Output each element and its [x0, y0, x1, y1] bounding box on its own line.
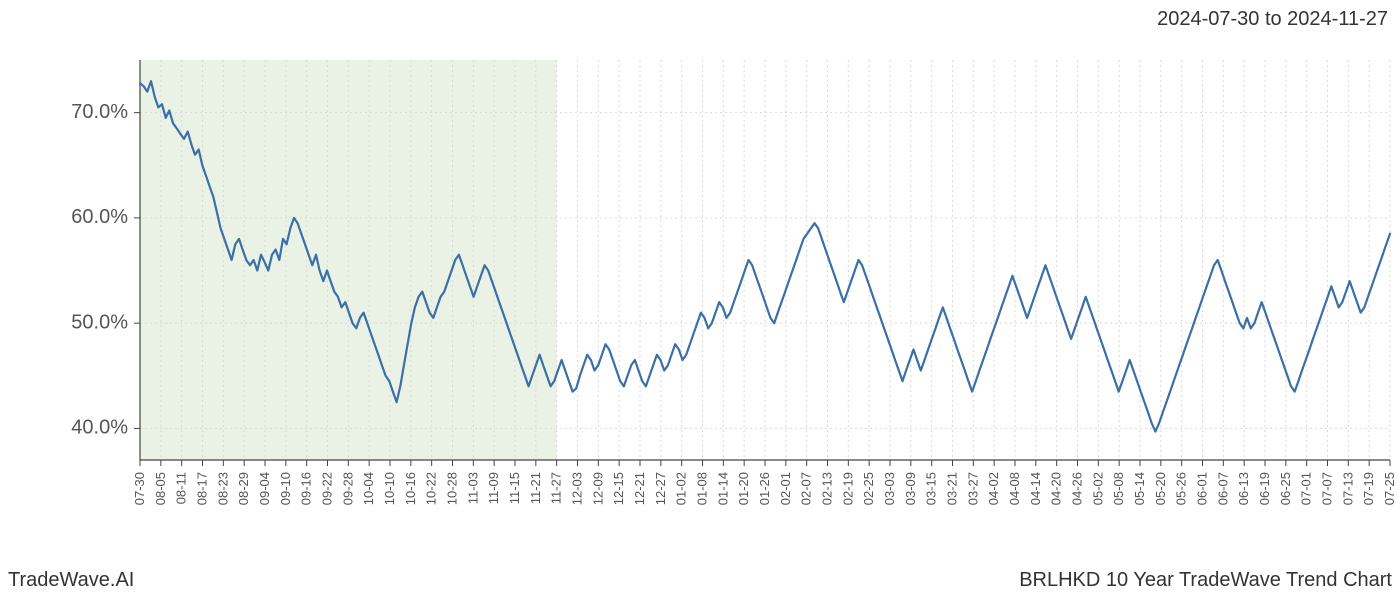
x-tick-label: 03-15: [924, 472, 939, 505]
x-tick-label: 03-09: [903, 472, 918, 505]
x-tick-label: 10-10: [382, 472, 397, 505]
x-tick-label: 06-13: [1236, 472, 1251, 505]
x-tick-label: 04-26: [1070, 472, 1085, 505]
x-tick-label: 08-29: [236, 472, 251, 505]
x-tick-label: 05-20: [1153, 472, 1168, 505]
x-tick-label: 08-17: [195, 472, 210, 505]
date-range-title: 2024-07-30 to 2024-11-27: [1157, 8, 1388, 31]
x-tick-label: 12-09: [590, 472, 605, 505]
x-tick-label: 08-23: [215, 472, 230, 505]
x-tick-label: 08-11: [174, 472, 189, 504]
y-tick-label: 40.0%: [71, 417, 128, 439]
x-tick-label: 04-14: [1028, 472, 1043, 505]
x-tick-label: 06-25: [1278, 472, 1293, 505]
x-tick-label: 10-04: [361, 472, 376, 505]
x-tick-label: 12-21: [632, 472, 647, 505]
y-tick-label: 70.0%: [71, 101, 128, 123]
x-tick-label: 03-27: [965, 472, 980, 505]
x-tick-label: 01-02: [674, 472, 689, 505]
footer-brand: TradeWave.AI: [8, 569, 134, 592]
x-tick-label: 08-05: [153, 472, 168, 505]
x-tick-label: 07-07: [1320, 472, 1335, 505]
x-tick-label: 10-16: [403, 472, 418, 505]
x-tick-label: 05-26: [1174, 472, 1189, 505]
x-tick-label: 01-14: [715, 472, 730, 505]
trend-chart: 40.0% 50.0% 60.0% 70.0% 07-30 08-05 08-11 08-17…: [0, 40, 1400, 550]
chart-svg: 40.0% 50.0% 60.0% 70.0% 07-30 08-05 08-11 08-17…: [0, 40, 1400, 550]
x-tick-label: 05-08: [1111, 472, 1126, 505]
x-tick-label: 12-27: [653, 472, 668, 505]
x-tick-label: 12-15: [611, 472, 626, 505]
y-tick-label: 60.0%: [71, 206, 128, 228]
x-tick-label: 07-25: [1382, 472, 1397, 505]
x-tick-label: 04-20: [1049, 472, 1064, 505]
x-tick-label: 10-22: [424, 472, 439, 505]
x-tick-label: 05-02: [1090, 472, 1105, 505]
x-tick-label: 04-08: [1007, 472, 1022, 505]
x-tick-label: 07-30: [132, 472, 147, 505]
x-tick-label: 11-09: [486, 472, 501, 504]
x-tick-label: 09-22: [320, 472, 335, 505]
x-tick-label: 11-21: [528, 472, 543, 504]
x-tick-label: 06-19: [1257, 472, 1272, 505]
x-tick-label: 02-07: [799, 472, 814, 505]
x-tick-label: 12-03: [570, 472, 585, 505]
x-tick-label: 11-03: [465, 472, 480, 504]
x-tick-label: 06-07: [1215, 472, 1230, 505]
x-tick-label: 09-10: [278, 472, 293, 505]
x-tick-label: 02-01: [778, 472, 793, 505]
x-tick-label: 01-08: [695, 472, 710, 505]
x-tick-label: 02-19: [840, 472, 855, 505]
y-tick-label: 50.0%: [71, 311, 128, 333]
x-tick-label: 05-14: [1132, 472, 1147, 505]
x-tick-label: 01-26: [757, 472, 772, 505]
x-tick-label: 09-04: [257, 472, 272, 505]
x-tick-label: 01-20: [736, 472, 751, 505]
footer-chart-title: BRLHKD 10 Year TradeWave Trend Chart: [1019, 569, 1392, 592]
x-tick-label: 09-28: [340, 472, 355, 505]
x-tick-label: 04-02: [986, 472, 1001, 505]
x-tick-label: 10-28: [445, 472, 460, 505]
x-tick-label: 07-13: [1340, 472, 1355, 505]
x-tick-label: 03-21: [945, 472, 960, 505]
x-tick-label: 09-16: [299, 472, 314, 505]
x-tick-label: 03-03: [882, 472, 897, 505]
x-tick-label: 07-01: [1299, 472, 1314, 505]
x-tick-label: 02-25: [861, 472, 876, 505]
x-tick-label: 11-15: [507, 472, 522, 504]
x-tick-label: 07-19: [1361, 472, 1376, 505]
x-tick-label: 06-01: [1195, 472, 1210, 505]
x-tick-label: 11-27: [549, 472, 564, 504]
x-tick-label: 02-13: [820, 472, 835, 505]
